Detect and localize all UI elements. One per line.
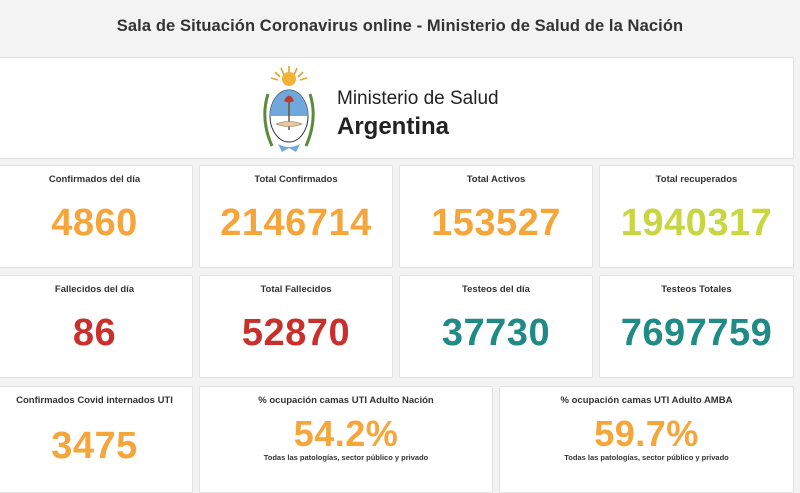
stat-card-ocupacion-amba: % ocupación camas UTI Adulto AMBA 59.7% … xyxy=(499,386,794,493)
stat-card-testeos-dia: Testeos del día 37730 xyxy=(399,275,593,378)
stat-card-total-confirmados: Total Confirmados 2146714 xyxy=(199,165,393,268)
stat-label: Testeos Totales xyxy=(661,284,732,295)
stat-value: 52870 xyxy=(241,312,351,354)
stat-label: Confirmados Covid internados UTI xyxy=(16,395,173,406)
stat-label: Total recuperados xyxy=(655,174,738,185)
stat-label: Total Confirmados xyxy=(254,174,338,185)
stat-value: 4860 xyxy=(51,202,138,244)
stat-card-confirmados-dia: Confirmados del día 4860 xyxy=(0,165,193,268)
stat-label: % ocupación camas UTI Adulto AMBA xyxy=(560,395,733,406)
stat-value: 37730 xyxy=(441,312,551,354)
stat-value: 2146714 xyxy=(220,202,372,244)
stat-value: 3475 xyxy=(51,425,138,467)
stat-card-total-fallecidos: Total Fallecidos 52870 xyxy=(199,275,393,378)
stat-card-ocupacion-nacion: % ocupación camas UTI Adulto Nación 54.2… xyxy=(199,386,493,493)
stat-card-fallecidos-dia: Fallecidos del día 86 xyxy=(0,275,193,378)
stat-card-testeos-totales: Testeos Totales 7697759 xyxy=(599,275,794,378)
stat-card-total-activos: Total Activos 153527 xyxy=(399,165,593,268)
stat-value: 86 xyxy=(72,312,117,354)
stat-note: Todas las patologías, sector público y p… xyxy=(564,453,729,462)
stat-label: Fallecidos del día xyxy=(54,284,135,295)
stat-value: 59.7% xyxy=(594,413,699,454)
stat-card-total-recuperados: Total recuperados 1940317 xyxy=(599,165,794,268)
ministry-country: Argentina xyxy=(337,113,450,140)
stat-value: 7697759 xyxy=(620,312,773,354)
page-title: Sala de Situación Coronavirus online - M… xyxy=(116,16,684,35)
stat-note: Todas las patologías, sector público y p… xyxy=(263,453,429,462)
stat-label: Confirmados del día xyxy=(48,174,141,185)
stat-card-internados-uti: Confirmados Covid internados UTI 3475 xyxy=(0,386,193,493)
stat-value: 153527 xyxy=(431,202,561,244)
stat-value: 54.2% xyxy=(293,413,399,454)
ministry-name: Ministerio de Salud xyxy=(337,88,499,109)
stat-label: Total Activos xyxy=(466,174,526,185)
stat-label: % ocupación camas UTI Adulto Nación xyxy=(258,395,434,406)
ministry-banner: Ministerio de Salud Argentina xyxy=(0,57,794,159)
national-coat-of-arms-icon xyxy=(263,66,315,152)
stat-label: Testeos del día xyxy=(462,284,530,295)
stat-label: Total Fallecidos xyxy=(260,284,332,295)
stat-value: 1940317 xyxy=(620,202,773,244)
